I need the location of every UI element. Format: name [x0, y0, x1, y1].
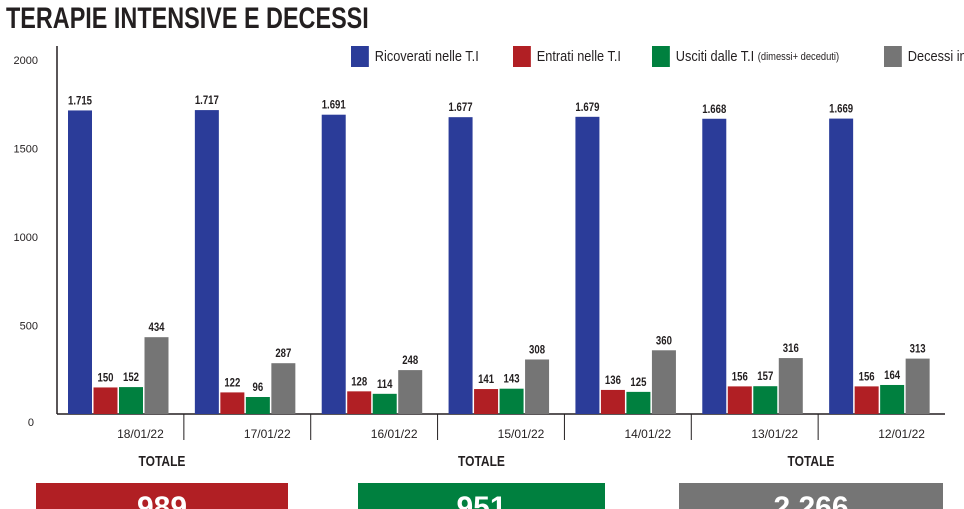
data-label: 434: [148, 321, 164, 334]
y-tick-label: 500: [20, 321, 38, 333]
bar: [880, 384, 905, 414]
bar: [854, 386, 879, 414]
y-tick-label: 0: [28, 417, 34, 429]
data-label: 128: [351, 375, 367, 388]
data-label: 136: [605, 374, 621, 387]
data-label: 360: [656, 334, 672, 347]
bar: [778, 358, 803, 414]
bar: [626, 391, 651, 414]
data-label: 122: [224, 376, 240, 389]
bar: [194, 110, 219, 414]
total-label: TOTALE: [138, 453, 186, 470]
bar-chart: 0 500 1000 1500 2000 1.715 150 152 434 18/01/22 1.…: [14, 46, 945, 441]
data-label: 248: [402, 354, 418, 367]
bar: [600, 389, 625, 414]
data-label: 96: [253, 381, 264, 394]
bar: [727, 386, 752, 414]
data-label: 1.691: [322, 99, 346, 112]
data-label: 308: [529, 344, 545, 357]
x-tick-label: 15/01/22: [498, 427, 545, 441]
bar: [347, 391, 372, 414]
bar: [68, 110, 92, 414]
data-label: 141: [478, 373, 494, 386]
bar: [651, 350, 676, 414]
data-label: 1.677: [449, 101, 473, 114]
legend-item: Ricoverati nelle T.I: [351, 46, 479, 67]
data-label: 125: [630, 376, 646, 389]
data-label: 313: [910, 343, 926, 356]
chart-title: TERAPIE INTENSIVE E DECESSI: [6, 2, 369, 35]
total-label: TOTALE: [458, 453, 505, 470]
legend-swatch: [351, 46, 369, 67]
legend-swatch: [652, 46, 671, 67]
bar: [753, 386, 778, 414]
data-label: 143: [504, 373, 520, 386]
bar: [575, 116, 600, 414]
data-label: 164: [884, 369, 900, 382]
legend-label: Decessi in Italia: [908, 48, 964, 65]
data-label: 156: [859, 370, 875, 383]
bar: [525, 359, 550, 414]
data-label: 316: [783, 342, 799, 355]
data-label: 287: [275, 347, 291, 360]
data-label: 157: [757, 370, 773, 383]
bar: [245, 397, 270, 414]
bar: [905, 358, 930, 414]
data-label: 1.668: [702, 103, 726, 116]
bar: [220, 392, 245, 414]
bar: [372, 393, 397, 414]
y-tick-label: 1000: [14, 232, 38, 244]
x-tick-label: 17/01/22: [244, 427, 291, 441]
legend-item: Decessi in Italia: [884, 46, 964, 67]
bar: [499, 388, 524, 414]
data-label: 156: [732, 370, 748, 383]
legend-label: Entrati nelle T.I: [537, 48, 622, 65]
x-tick-label: 16/01/22: [371, 427, 418, 441]
bar: [702, 118, 727, 414]
total-value: 989: [36, 483, 288, 509]
legend-label: Usciti dalle T.I: [676, 48, 755, 65]
bar: [474, 389, 499, 414]
x-tick-label: 12/01/22: [878, 427, 925, 441]
bar: [93, 387, 118, 414]
data-label: 152: [123, 371, 139, 384]
bar: [119, 387, 143, 414]
legend-swatch: [884, 46, 903, 67]
data-label: 150: [97, 372, 113, 385]
total-label: TOTALE: [787, 453, 835, 470]
bar: [829, 118, 854, 414]
data-label: 1.715: [68, 95, 92, 108]
bar: [448, 117, 473, 415]
y-tick-label: 1500: [14, 144, 38, 156]
total-decessi: TOTALE 2.266: [679, 453, 943, 509]
bar: [271, 363, 296, 414]
bar: [321, 114, 346, 415]
total-value: 951: [358, 483, 605, 509]
legend-item: Usciti dalle T.I (dimessi+ deceduti): [652, 46, 839, 67]
legend-note: (dimessi+ deceduti): [758, 50, 840, 63]
data-label: 1.669: [829, 103, 853, 116]
data-label: 1.679: [575, 101, 599, 114]
x-tick-label: 18/01/22: [117, 427, 164, 441]
x-tick-label: 14/01/22: [624, 427, 671, 441]
x-tick-label: 13/01/22: [751, 427, 798, 441]
data-label: 1.717: [195, 94, 219, 107]
bar: [144, 337, 169, 414]
data-label: 114: [377, 378, 392, 391]
bar: [398, 370, 423, 414]
y-tick-label: 2000: [14, 55, 38, 67]
legend: Ricoverati nelle T.I Entrati nelle T.I U…: [351, 46, 964, 67]
legend-swatch: [513, 46, 532, 67]
total-usciti: TOTALE 951: [358, 453, 605, 509]
total-value: 2.266: [679, 483, 943, 509]
legend-item: Entrati nelle T.I: [513, 46, 621, 67]
legend-label: Ricoverati nelle T.I: [374, 48, 479, 65]
total-entrati: TOTALE 989: [36, 453, 288, 509]
